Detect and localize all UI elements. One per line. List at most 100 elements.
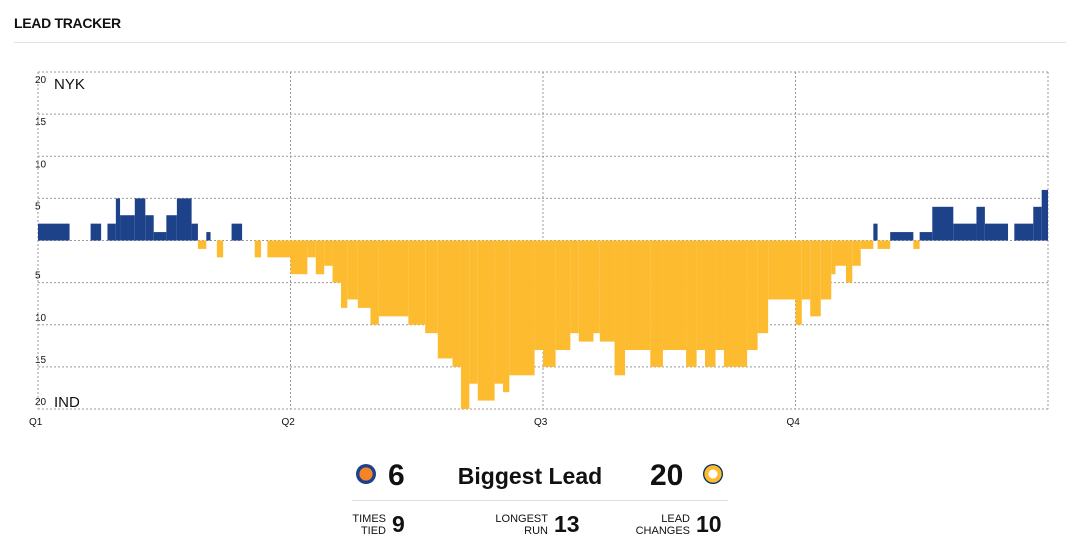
- y-tick-label: 10: [35, 313, 47, 324]
- biggest-lead-label: Biggest Lead: [457, 463, 603, 489]
- lead-bar: [543, 240, 556, 367]
- y-tick-label: 10: [35, 159, 47, 170]
- lead-bar: [437, 240, 453, 359]
- stat: TIMES TIED 9: [344, 511, 405, 538]
- lead-bar: [115, 198, 121, 241]
- lead-bar: [757, 240, 769, 334]
- lead-bar: [846, 240, 853, 283]
- lead-bar: [469, 240, 478, 384]
- lead-bar: [452, 240, 461, 367]
- lead-bar: [578, 240, 594, 342]
- y-tick-label: 5: [35, 201, 41, 212]
- lead-bar: [593, 240, 600, 334]
- y-tick-label: 20: [35, 75, 47, 86]
- lead-bar: [206, 232, 211, 241]
- lead-bar: [408, 240, 426, 325]
- x-tick-label: Q2: [282, 417, 296, 428]
- lead-bar: [873, 223, 878, 241]
- lead-bar: [723, 240, 748, 367]
- home-logo: [356, 464, 376, 484]
- lead-bar: [919, 232, 933, 241]
- lead-bar: [509, 240, 535, 376]
- lead-bar: [145, 215, 154, 241]
- lead-bar: [686, 240, 697, 367]
- lead-bar: [860, 240, 874, 249]
- stat-label: LEAD CHANGES: [635, 512, 690, 537]
- lead-bar: [107, 223, 116, 241]
- stat: LEAD CHANGES 10: [632, 511, 722, 538]
- lead-bar: [795, 240, 802, 325]
- lead-bar: [570, 240, 579, 334]
- lead-bar: [1014, 223, 1034, 241]
- lead-bar: [307, 240, 316, 258]
- stat: LONGEST RUN 13: [490, 511, 580, 538]
- lead-bar: [176, 198, 192, 241]
- away-biggest-lead: 20: [650, 459, 684, 492]
- lead-bar: [705, 240, 716, 367]
- lead-bar: [696, 240, 706, 351]
- lead-bar: [191, 223, 198, 241]
- lead-bar: [625, 240, 651, 351]
- lead-bar: [810, 240, 821, 317]
- lead-bar: [877, 240, 891, 249]
- lead-bar: [315, 240, 325, 275]
- lead-bar: [166, 215, 177, 241]
- lead-bar: [378, 240, 409, 317]
- lead-bar: [650, 240, 663, 367]
- y-tick-label: 20: [35, 397, 47, 408]
- lead-bar: [599, 240, 615, 342]
- lead-bar: [90, 223, 102, 241]
- away-team-label: IND: [54, 394, 80, 411]
- lead-bar: [477, 240, 495, 401]
- lead-bar: [153, 232, 167, 241]
- lead-bar: [820, 240, 832, 300]
- divider: [352, 500, 728, 501]
- away-logo: [703, 464, 723, 484]
- stat-value: 9: [392, 511, 405, 537]
- lead-bar: [134, 198, 146, 241]
- lead-bar: [852, 240, 861, 266]
- lead-bar: [425, 240, 438, 334]
- lead-bar: [197, 240, 207, 249]
- lead-bar: [953, 223, 977, 241]
- lead-bar: [370, 240, 379, 325]
- lead-bar: [460, 240, 470, 409]
- lead-bar: [555, 240, 571, 351]
- section-title: LEAD TRACKER: [14, 15, 121, 31]
- lead-bar: [534, 240, 543, 351]
- stat-value: 10: [696, 511, 722, 537]
- lead-bar: [347, 240, 358, 300]
- lead-bar: [662, 240, 687, 351]
- lead-bar: [976, 206, 985, 241]
- lead-bar: [38, 223, 70, 241]
- lead-bar: [324, 240, 333, 266]
- lead-bar: [216, 240, 224, 258]
- divider: [14, 42, 1066, 43]
- lead-bar: [801, 240, 811, 300]
- stat-label: LONGEST RUN: [495, 512, 548, 537]
- home-biggest-lead: 6: [388, 459, 405, 492]
- home-team-label: NYK: [54, 76, 85, 93]
- lead-bar: [984, 223, 1009, 241]
- y-tick-label: 15: [35, 117, 47, 128]
- lead-bar: [332, 240, 341, 283]
- x-tick-label: Q3: [534, 417, 548, 428]
- lead-bar: [913, 240, 920, 249]
- stat-label: TIMES TIED: [352, 512, 386, 537]
- lead-bar: [231, 223, 243, 241]
- lead-bar: [614, 240, 626, 376]
- lead-bar: [747, 240, 758, 351]
- lead-bar: [835, 240, 846, 266]
- lead-bar: [120, 215, 135, 241]
- summary: 6 Biggest Lead 20 TIMES TIED 9 LONGEST R…: [340, 455, 740, 540]
- x-tick-label: Q1: [29, 417, 43, 428]
- lead-bar: [1041, 189, 1048, 241]
- lead-bar: [357, 240, 371, 308]
- lead-bar: [890, 232, 914, 241]
- lead-bar: [831, 240, 836, 275]
- lead-bar: [341, 240, 348, 308]
- stat-value: 13: [554, 511, 580, 537]
- lead-bar: [267, 240, 291, 258]
